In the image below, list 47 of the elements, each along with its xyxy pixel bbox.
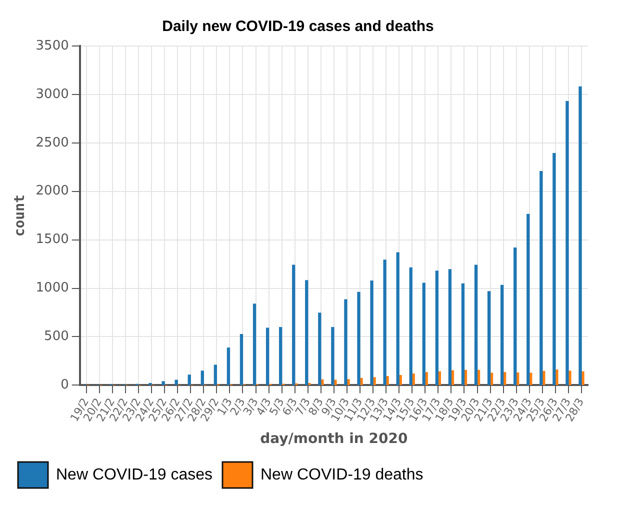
- bar: [540, 170, 543, 386]
- bar: [240, 334, 244, 386]
- bar: [514, 248, 517, 386]
- y-tick-label: 1000: [36, 280, 69, 296]
- bar: [448, 269, 452, 386]
- bar: [578, 86, 582, 386]
- bar: [331, 327, 334, 386]
- bar: [305, 280, 308, 386]
- bar: [409, 267, 412, 386]
- bar: [500, 284, 504, 386]
- bar: [162, 381, 165, 386]
- x-axis-title: day/month in 2020: [260, 431, 408, 448]
- bar: [357, 292, 360, 386]
- y-tick-label: 3500: [36, 38, 69, 54]
- bar: [292, 264, 296, 386]
- bar: [422, 282, 426, 386]
- y-tick-label: 2000: [36, 184, 69, 199]
- y-tick-label: 3000: [36, 86, 69, 102]
- legend-label: New COVID-19 deaths: [260, 466, 424, 484]
- chart-title: Daily new COVID-19 cases and deaths: [162, 18, 434, 36]
- bar: [148, 382, 152, 386]
- bar: [214, 364, 218, 386]
- bar: [266, 328, 270, 386]
- y-tick-label: 500: [44, 329, 69, 344]
- y-tick-label: 1500: [36, 232, 69, 248]
- bar: [552, 153, 556, 386]
- bar: [370, 280, 374, 386]
- y-tick-label: 2500: [36, 135, 69, 150]
- bar: [279, 327, 282, 386]
- bar: [344, 299, 348, 386]
- bar: [188, 374, 191, 386]
- bar: [226, 348, 230, 386]
- legend-label: New COVID-19 cases: [56, 466, 212, 484]
- bar: [318, 312, 322, 386]
- bar: [396, 252, 400, 386]
- bar: [174, 380, 178, 386]
- bar: [435, 270, 438, 386]
- bar: [566, 101, 569, 386]
- bar: [461, 283, 465, 386]
- y-axis-title: count: [12, 194, 28, 237]
- bar: [487, 291, 491, 386]
- bar: [526, 214, 530, 386]
- y-tick-label: 0: [60, 378, 69, 393]
- bar: [383, 260, 386, 386]
- bar: [252, 304, 256, 386]
- bar: [474, 264, 478, 386]
- bar: [200, 370, 204, 386]
